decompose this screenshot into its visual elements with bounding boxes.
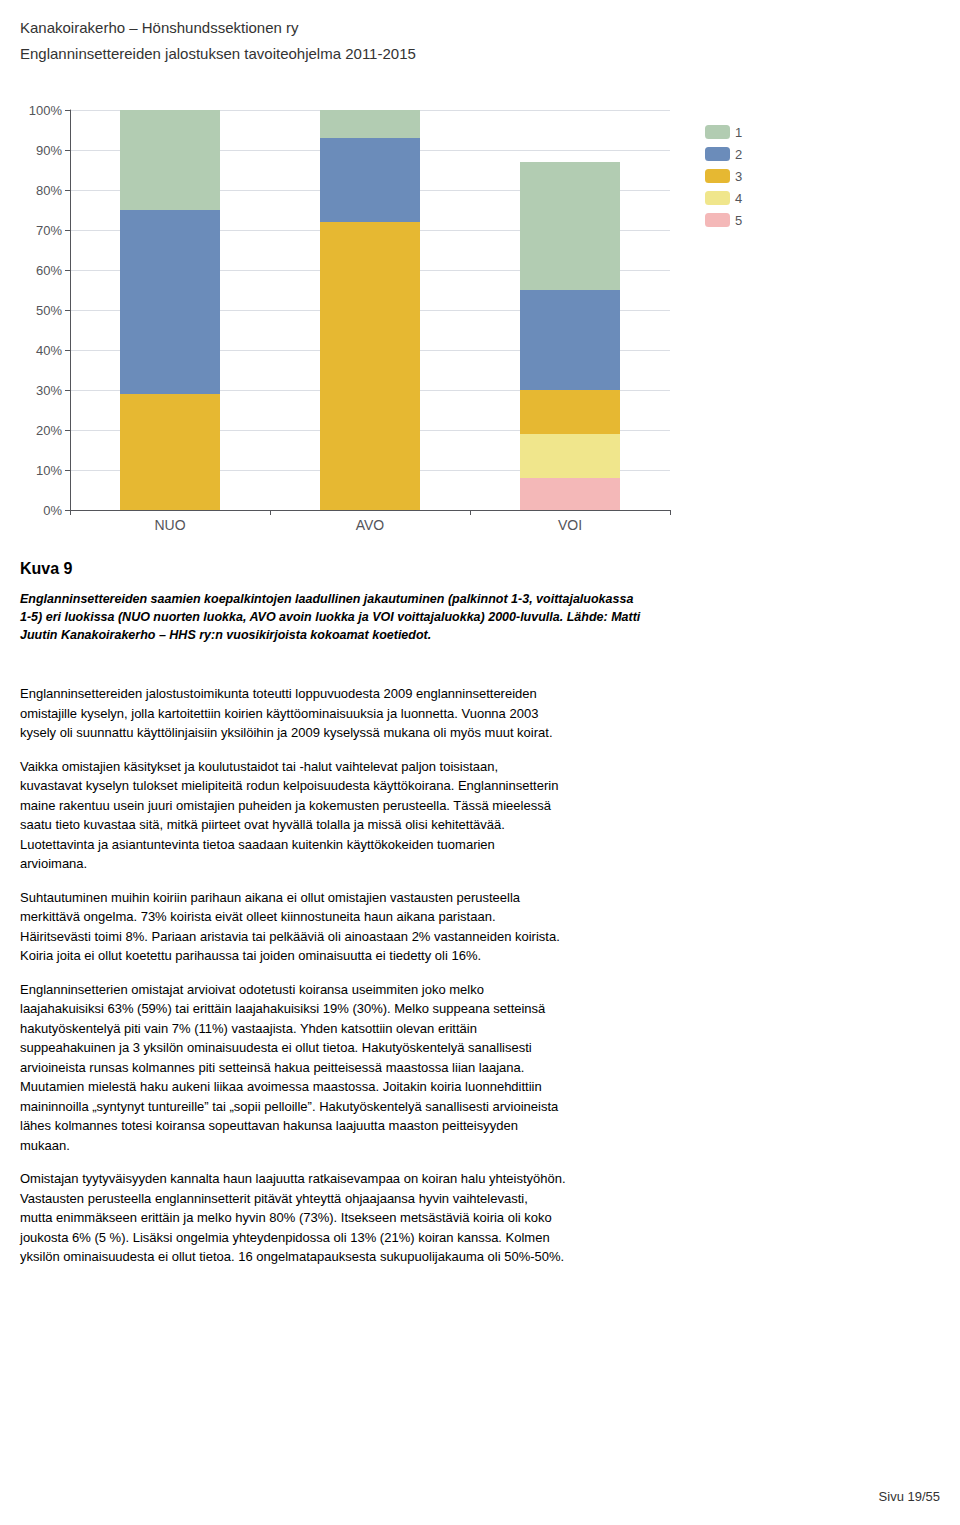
svg-text:kysely oli suunnattu käyttölin: kysely oli suunnattu käyttölinjaisiin yk… — [20, 725, 553, 740]
svg-text:1-5) eri luokissa (NUO nuorten: 1-5) eri luokissa (NUO nuorten luokka, A… — [20, 610, 641, 624]
svg-text:Koiria joita ei ollut koetettu: Koiria joita ei ollut koetettu parihauss… — [20, 948, 481, 963]
svg-text:merkittävä ongelma. 73% koiris: merkittävä ongelma. 73% koirista eivät o… — [20, 909, 496, 924]
svg-text:1: 1 — [735, 125, 742, 140]
svg-text:5: 5 — [735, 213, 742, 228]
svg-text:2: 2 — [735, 147, 742, 162]
svg-text:Englanninsetterien omistajat a: Englanninsetterien omistajat arvioivat o… — [20, 982, 484, 997]
svg-text:Luotettavinta ja asiantuntevin: Luotettavinta ja asiantuntevinta tietoa … — [20, 837, 495, 852]
svg-text:Kuva 9: Kuva 9 — [20, 560, 73, 577]
svg-text:arvioineista runsas kolmannes: arvioineista runsas kolmannes piti sette… — [20, 1060, 524, 1075]
svg-text:Omistajan tyytyväisyyden kanna: Omistajan tyytyväisyyden kannalta haun l… — [20, 1171, 566, 1186]
svg-text:20%: 20% — [36, 423, 62, 438]
svg-text:joukosta 6% (5 %). Lisäksi ong: joukosta 6% (5 %). Lisäksi ongelmia yhte… — [19, 1230, 550, 1245]
svg-text:3: 3 — [735, 169, 742, 184]
svg-text:4: 4 — [735, 191, 742, 206]
svg-text:50%: 50% — [36, 303, 62, 318]
svg-text:Vaikka omistajien käsitykset j: Vaikka omistajien käsitykset ja koulutus… — [20, 759, 498, 774]
svg-text:lähes kolmannes totesi koirans: lähes kolmannes totesi koiransa sopeutta… — [20, 1118, 518, 1133]
svg-text:70%: 70% — [36, 223, 62, 238]
svg-text:maininnoilla „syntynyt tunture: maininnoilla „syntynyt tuntureille” tai … — [20, 1099, 559, 1114]
svg-text:Suhtautuminen muihin koiriin p: Suhtautuminen muihin koiriin parihaun ai… — [20, 890, 521, 905]
svg-text:omistajille kyselyn, jolla kar: omistajille kyselyn, jolla kartoitettiin… — [20, 706, 538, 721]
svg-text:90%: 90% — [36, 143, 62, 158]
svg-text:Häiritsevästi toimi 8%. Pariaa: Häiritsevästi toimi 8%. Pariaan aristavi… — [20, 929, 560, 944]
svg-text:Englanninsettereiden jalostuks: Englanninsettereiden jalostuksen tavoite… — [20, 45, 416, 62]
svg-text:AVO: AVO — [356, 517, 385, 533]
svg-text:NUO: NUO — [154, 517, 185, 533]
svg-text:100%: 100% — [29, 103, 63, 118]
svg-text:10%: 10% — [36, 463, 62, 478]
svg-text:hakutyöskentelyä piti vain 7%: hakutyöskentelyä piti vain 7% (11%) vast… — [20, 1021, 477, 1036]
svg-text:30%: 30% — [36, 383, 62, 398]
svg-text:Kanakoirakerho – Hönshundssekt: Kanakoirakerho – Hönshundssektionen ry — [20, 19, 299, 36]
svg-text:mukaan.: mukaan. — [20, 1138, 70, 1153]
svg-text:Vastausten perusteella englann: Vastausten perusteella englanninsetterit… — [20, 1191, 528, 1206]
svg-text:Juutin Kanakoirakerho – HHS ry: Juutin Kanakoirakerho – HHS ry:n vuosiki… — [20, 628, 431, 642]
svg-text:laajahakuisiksi 63% (59%) tai: laajahakuisiksi 63% (59%) tai erittäin l… — [20, 1001, 546, 1016]
svg-text:saatu tieto kuvastaa sitä, mit: saatu tieto kuvastaa sitä, mitkä piirtee… — [20, 817, 505, 832]
svg-text:Englanninsettereiden saamien k: Englanninsettereiden saamien koepalkinto… — [20, 592, 633, 606]
svg-text:60%: 60% — [36, 263, 62, 278]
svg-text:maine rakentuu usein juuri omi: maine rakentuu usein juuri omistajien pu… — [20, 798, 552, 813]
svg-text:Muutamien mielestä haku aukeni: Muutamien mielestä haku aukeni liikaa av… — [20, 1079, 542, 1094]
svg-text:40%: 40% — [36, 343, 62, 358]
svg-text:0%: 0% — [43, 503, 62, 518]
svg-text:suppeahakuinen ja 3 yksilön om: suppeahakuinen ja 3 yksilön ominaisuudes… — [20, 1040, 532, 1055]
svg-text:VOI: VOI — [558, 517, 582, 533]
svg-text:Sivu 19/55: Sivu 19/55 — [879, 1489, 940, 1504]
svg-text:yksilön ominaisuudesta ei ollu: yksilön ominaisuudesta ei ollut tietoa. … — [20, 1249, 564, 1264]
svg-text:80%: 80% — [36, 183, 62, 198]
svg-text:mutta enimmäkseen erittäin ja: mutta enimmäkseen erittäin ja melko hyvi… — [20, 1210, 552, 1225]
svg-text:kuvastavat kyselyn tulokset mi: kuvastavat kyselyn tulokset mielipiteitä… — [20, 778, 558, 793]
svg-text:Englanninsettereiden jalostust: Englanninsettereiden jalostustoimikunta … — [20, 686, 537, 701]
svg-text:arvioimana.: arvioimana. — [20, 856, 87, 871]
